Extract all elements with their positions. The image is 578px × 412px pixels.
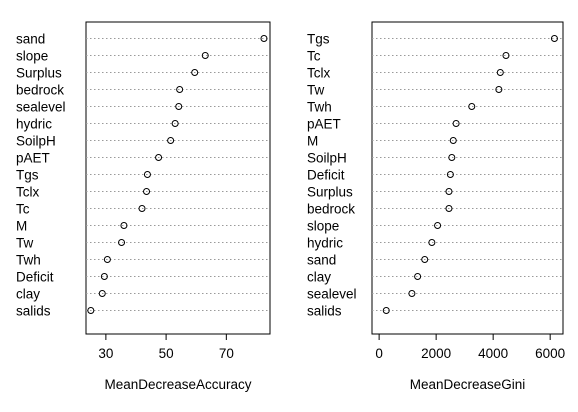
x-tick-label: 50 xyxy=(159,346,174,361)
category-label: clay xyxy=(307,270,331,285)
x-tick-label: 6000 xyxy=(535,346,565,361)
panel-2: Tgs Tc Tclx Tw Twh pAET M SoilpH Deficit Surplus b… xyxy=(307,22,565,392)
data-point xyxy=(415,274,421,280)
category-label: Surplus xyxy=(307,185,353,200)
category-label: bedrock xyxy=(16,83,64,98)
x-tick-label: 30 xyxy=(98,346,113,361)
panel-1: sand slope Surplus bedrock sealevel hydric Soi… xyxy=(16,22,270,392)
plot-frame xyxy=(372,22,563,334)
category-label: sand xyxy=(307,253,336,268)
category-label: Tc xyxy=(307,49,321,64)
category-label: SoilpH xyxy=(307,151,347,166)
plot-frame xyxy=(86,22,270,334)
x-axis-title: MeanDecreaseAccuracy xyxy=(104,377,251,392)
x-tick-label: 4000 xyxy=(478,346,508,361)
category-label: Deficit xyxy=(307,168,345,183)
category-label: Tclx xyxy=(16,185,39,200)
data-point xyxy=(429,240,435,246)
category-label: Tw xyxy=(16,236,34,251)
category-label: sealevel xyxy=(16,100,66,115)
category-label: Tw xyxy=(307,83,325,98)
category-label: Tgs xyxy=(16,168,39,183)
category-label: SoilpH xyxy=(16,134,56,149)
category-label: slope xyxy=(307,219,339,234)
category-label: Surplus xyxy=(16,66,62,81)
x-tick-label: 70 xyxy=(219,346,234,361)
x-tick-label: 0 xyxy=(375,346,383,361)
category-label: pAET xyxy=(307,117,341,132)
category-label: sand xyxy=(16,32,45,47)
category-label: Tclx xyxy=(307,66,330,81)
category-label: hydric xyxy=(307,236,343,251)
category-label: Tc xyxy=(16,202,30,217)
category-label: Deficit xyxy=(16,270,54,285)
category-label: pAET xyxy=(16,151,50,166)
category-label: salids xyxy=(16,304,51,319)
category-label: Tgs xyxy=(307,32,330,47)
category-label: bedrock xyxy=(307,202,355,217)
category-label: salids xyxy=(307,304,342,319)
category-label: sealevel xyxy=(307,287,357,302)
category-label: slope xyxy=(16,49,48,64)
category-label: clay xyxy=(16,287,40,302)
data-point xyxy=(469,104,475,110)
data-point xyxy=(409,291,415,297)
category-label: Twh xyxy=(16,253,41,268)
category-label: Twh xyxy=(307,100,332,115)
category-label: M xyxy=(307,134,318,149)
x-tick-label: 2000 xyxy=(421,346,451,361)
data-point xyxy=(177,87,183,93)
data-point xyxy=(449,155,455,161)
x-axis-title: MeanDecreaseGini xyxy=(410,377,526,392)
category-label: M xyxy=(16,219,27,234)
category-label: hydric xyxy=(16,117,52,132)
data-point xyxy=(435,223,441,229)
